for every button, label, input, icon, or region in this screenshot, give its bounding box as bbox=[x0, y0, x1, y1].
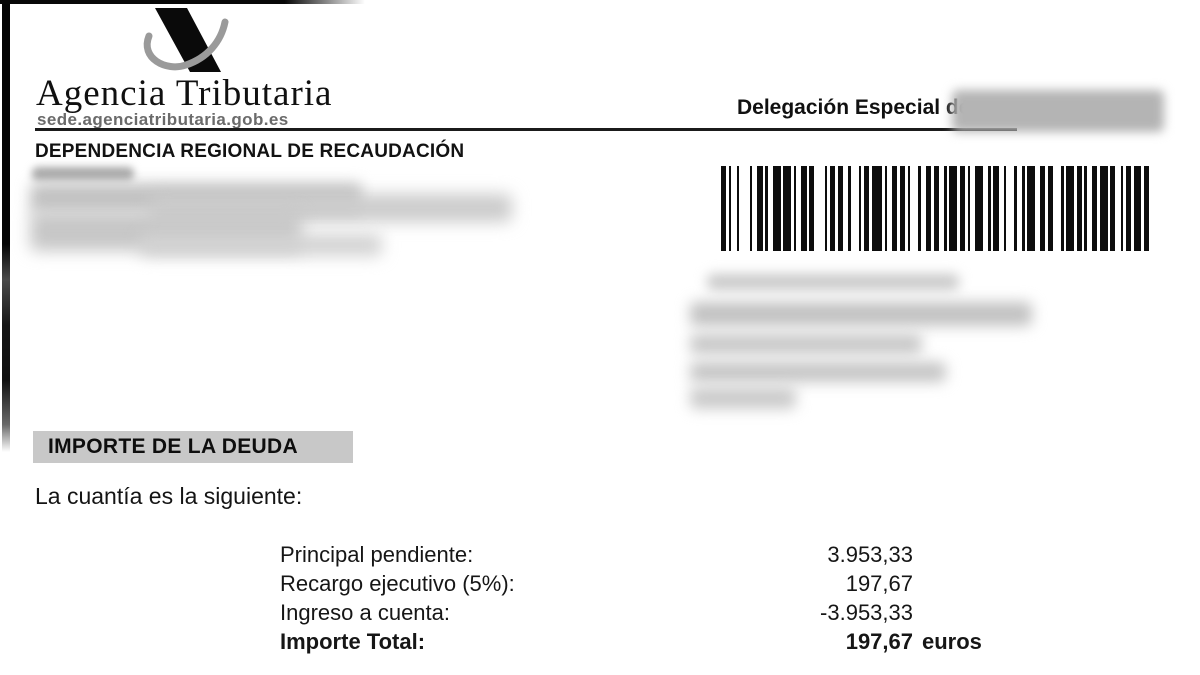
row-unit bbox=[913, 598, 922, 627]
table-row-principal: Principal pendiente: 3.953,33 bbox=[280, 540, 986, 569]
header-rule bbox=[35, 128, 1017, 131]
redacted-recipient-line bbox=[690, 302, 1032, 326]
table-row-recargo: Recargo ejecutivo (5%): 197,67 bbox=[280, 569, 986, 598]
intro-text: La cuantía es la siguiente: bbox=[35, 483, 303, 509]
row-value: 197,67 bbox=[845, 571, 913, 596]
department-title: DEPENDENCIA REGIONAL DE RECAUDACIÓN bbox=[35, 141, 465, 162]
redacted-recipient-line bbox=[690, 387, 796, 409]
section-title-importe-deuda: IMPORTE DE LA DEUDA bbox=[33, 431, 353, 463]
redacted-recipient-line bbox=[690, 334, 922, 354]
row-value: -3.953,33 bbox=[820, 600, 913, 625]
aeat-logo-icon bbox=[143, 8, 229, 72]
redacted-recipient-line bbox=[690, 362, 946, 382]
row-value: 197,67 bbox=[845, 629, 913, 654]
row-unit: euros bbox=[922, 629, 982, 654]
row-value: 3.953,33 bbox=[827, 542, 913, 567]
brand-title: Agencia Tributaria bbox=[36, 73, 333, 114]
row-label: Principal pendiente: bbox=[280, 542, 474, 567]
row-label: Importe Total: bbox=[280, 629, 426, 654]
scan-edge-top bbox=[0, 0, 365, 4]
redacted-sender-line bbox=[32, 167, 134, 181]
row-label: Recargo ejecutivo (5%): bbox=[280, 571, 515, 596]
sede-url: sede.agenciatributaria.gob.es bbox=[37, 110, 289, 129]
row-unit bbox=[913, 569, 922, 598]
row-unit bbox=[913, 540, 922, 569]
table-row-ingreso: Ingreso a cuenta: -3.953,33 bbox=[280, 598, 986, 627]
barcode bbox=[721, 166, 1149, 251]
scan-edge-left bbox=[2, 0, 10, 452]
delegation-title: Delegación Especial de bbox=[737, 96, 971, 119]
redacted-recipient-line bbox=[707, 274, 959, 290]
debt-amounts-table: Principal pendiente: 3.953,33 Recargo ej… bbox=[280, 540, 986, 656]
table-row-total: Importe Total: 197,67 euros bbox=[280, 627, 986, 656]
row-label: Ingreso a cuenta: bbox=[280, 600, 451, 625]
redacted-delegation-name bbox=[952, 90, 1164, 132]
redacted-sender-block bbox=[140, 234, 382, 256]
